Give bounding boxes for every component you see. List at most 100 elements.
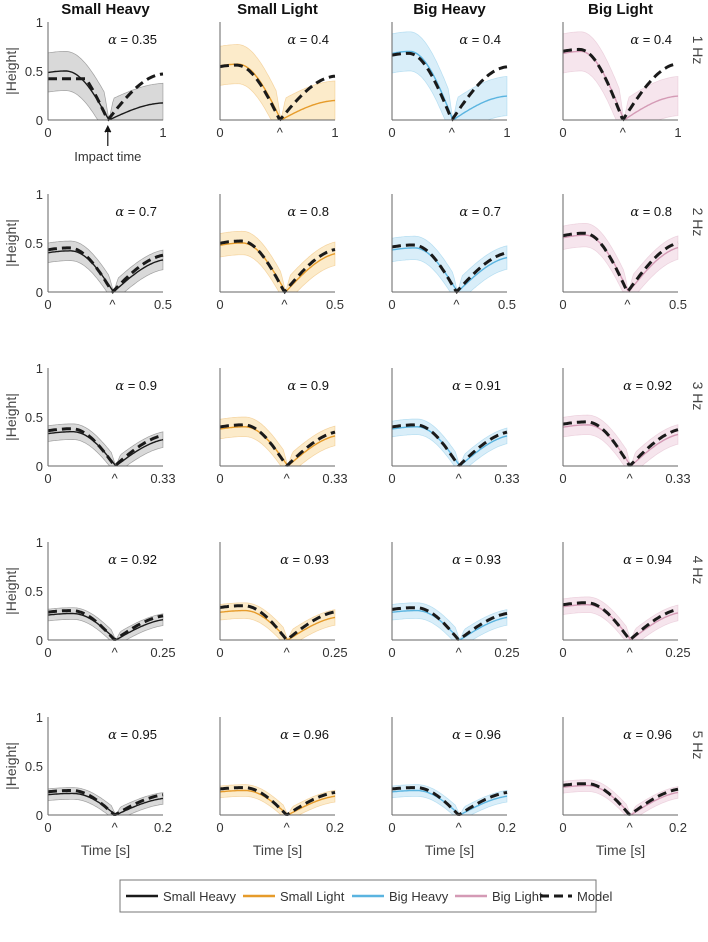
confidence-band (219, 602, 336, 641)
panel-0-0: 01^00.51α = 0.35 (25, 15, 167, 140)
x-tick-label: 0 (216, 471, 223, 486)
model-line (219, 423, 336, 467)
x-tick-label: 0 (44, 471, 51, 486)
confidence-band (391, 418, 508, 467)
y-axis-label: |Height| (3, 219, 19, 267)
column-title: Small Light (237, 1, 318, 18)
x-tick-label: 0 (216, 645, 223, 660)
impact-marker: ^ (456, 471, 463, 486)
arrow-head-icon (104, 125, 112, 132)
legend: Small Heavy Small Light Big Heavy Big Light… (119, 879, 613, 913)
x-axis-label: Time [s] (81, 842, 130, 858)
alpha-equals: = (117, 727, 132, 742)
x-tick-label: 0 (559, 297, 566, 312)
alpha-equals: = (296, 32, 311, 47)
alpha-label: α = 0.9 (115, 378, 157, 394)
mean-line (562, 50, 679, 121)
mean-line (562, 424, 679, 467)
panel-0-2: 0 1 ^ α = 0.4 (388, 22, 511, 140)
alpha-equals: = (289, 727, 304, 742)
model-line (562, 47, 679, 122)
model-line (391, 423, 508, 467)
alpha-equals: = (468, 32, 483, 47)
y-tick-label: 0 (36, 633, 43, 648)
x-tick-label: 0.5 (326, 297, 344, 312)
model-line (47, 427, 164, 467)
y-tick-label: 1 (36, 361, 43, 376)
confidence-band (219, 416, 336, 467)
panel-1-3: 0 0.5 ^ α = 0.8 (559, 194, 687, 312)
impact-marker: ^ (112, 471, 119, 486)
alpha-symbol: α (280, 553, 289, 568)
model-line (47, 609, 164, 641)
x-tick-label: 0.2 (154, 820, 172, 835)
x-tick-label: 0.5 (498, 297, 516, 312)
model-line (219, 63, 336, 122)
alpha-label: α = 0.92 (108, 552, 157, 568)
confidence-band (562, 596, 679, 641)
confidence-band (562, 31, 679, 121)
panel-4-2: 0 0.2 ^ α = 0.96 Time [s] (388, 717, 516, 858)
x-tick-label: 0.5 (154, 297, 172, 312)
confidence-band (562, 414, 679, 467)
x-tick-label: 0.33 (322, 471, 347, 486)
alpha-symbol: α (623, 379, 632, 394)
x-tick-label: 0 (216, 297, 223, 312)
panel-1-2: 0 0.5 ^ α = 0.7 (388, 194, 516, 312)
x-tick-label: 0.25 (322, 645, 347, 660)
y-tick-label: 0.5 (25, 410, 43, 425)
x-tick-label: 0 (388, 820, 395, 835)
alpha-value: 0.9 (311, 378, 329, 393)
confidence-band (47, 423, 164, 467)
panel-2-1: 0 0.33 ^ α = 0.9 (216, 368, 348, 486)
model-line (562, 231, 679, 295)
alpha-equals: = (461, 378, 476, 393)
confidence-band (219, 230, 336, 293)
confidence-band (562, 223, 679, 293)
legend-label: Small Heavy (163, 889, 236, 904)
alpha-symbol: α (108, 728, 117, 743)
alpha-equals: = (296, 204, 311, 219)
panel-1-1: 0 0.5 ^ α = 0.8 (216, 194, 344, 312)
alpha-equals: = (289, 552, 304, 567)
panel-2-2: 0 0.33 ^ α = 0.91 (388, 368, 520, 486)
alpha-equals: = (632, 727, 647, 742)
mean-line (219, 426, 336, 467)
panel-4-0: 0 0.2 ^ 0 0.5 1 α = 0.95 Time [s] (25, 710, 172, 858)
legend-item: Model (540, 889, 613, 904)
x-tick-label: 0 (388, 645, 395, 660)
alpha-symbol: α (630, 33, 639, 48)
model-line (391, 51, 508, 122)
alpha-value: 0.8 (654, 204, 672, 219)
x-tick-label: 0 (559, 471, 566, 486)
alpha-equals: = (632, 552, 647, 567)
impact-marker: ^ (281, 297, 288, 312)
impact-marker: ^ (453, 297, 460, 312)
alpha-equals: = (468, 204, 483, 219)
alpha-label: α = 0.96 (280, 727, 329, 743)
x-tick-label: 1 (503, 125, 510, 140)
alpha-symbol: α (452, 379, 461, 394)
x-tick-label: 0 (388, 125, 395, 140)
alpha-value: 0.91 (476, 378, 501, 393)
x-tick-label: 0 (44, 645, 51, 660)
x-tick-label: 0.5 (669, 297, 687, 312)
alpha-value: 0.4 (483, 32, 501, 47)
alpha-label: α = 0.95 (108, 727, 157, 743)
model-line (48, 72, 164, 122)
confidence-band (391, 602, 508, 641)
alpha-value: 0.8 (311, 204, 329, 219)
alpha-value: 0.35 (132, 32, 157, 47)
row-label: 3 Hz (690, 382, 706, 411)
legend-item: Small Heavy (126, 889, 236, 904)
alpha-label: α = 0.4 (287, 32, 329, 48)
panel-4-3: 0 0.2 ^ α = 0.96 Time [s] (559, 717, 687, 858)
y-tick-label: 0.5 (25, 236, 43, 251)
alpha-equals: = (117, 552, 132, 567)
alpha-symbol: α (459, 205, 468, 220)
model-line (391, 606, 508, 641)
panel-1-0: 0 0.5 ^ 0 0.5 1 α = 0.7 (25, 187, 172, 312)
alpha-label: α = 0.9 (287, 378, 329, 394)
x-tick-label: 1 (674, 125, 681, 140)
alpha-symbol: α (115, 379, 124, 394)
